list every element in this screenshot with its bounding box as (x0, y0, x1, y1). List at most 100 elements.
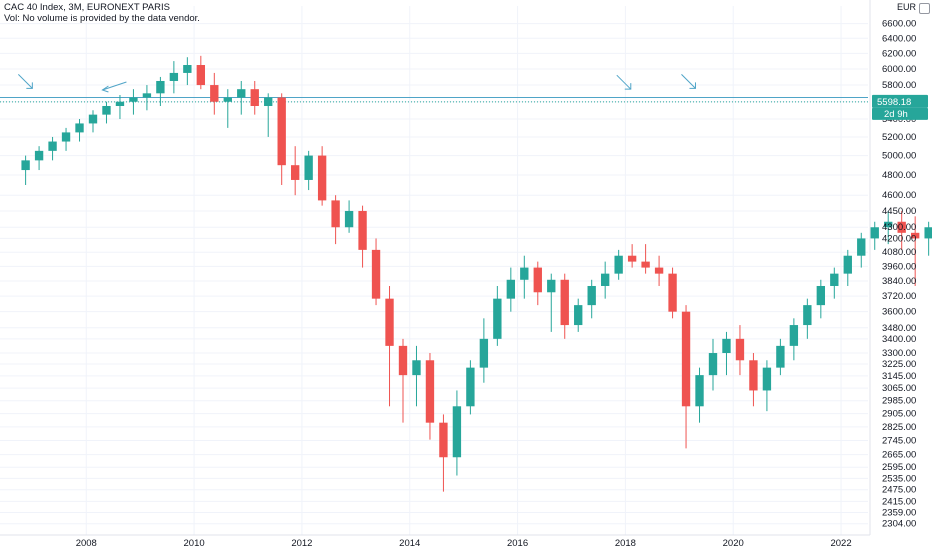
candles (21, 55, 932, 492)
arrow-shaft (17, 73, 33, 89)
arrow-head (26, 82, 33, 89)
candle-body (897, 221, 906, 233)
candle-body (358, 210, 367, 250)
price-tick-label: 3720.00 (882, 291, 916, 302)
price-tick-label: 6400.00 (882, 33, 916, 44)
candle-body (560, 279, 569, 326)
price-tick-label: 2359.00 (882, 508, 916, 519)
candle-body (816, 285, 826, 306)
price-tick-label: 3400.00 (882, 334, 916, 345)
candle-body (61, 132, 71, 142)
candle-body (641, 261, 650, 268)
candle-body (857, 238, 866, 256)
candle-body (88, 114, 98, 124)
candle-body (304, 155, 313, 180)
arrow-shaft (681, 73, 696, 89)
candle-body (21, 160, 30, 171)
arrow-shaft (616, 74, 632, 90)
candle-body (506, 279, 516, 299)
candle-body (75, 123, 84, 133)
time-tick-label: 2020 (723, 538, 744, 549)
volume-note: Vol: No volume is provided by the data v… (4, 13, 200, 24)
candle-body (614, 255, 623, 274)
candle-body (924, 227, 932, 239)
price-tick-label: 2905.00 (882, 409, 916, 420)
candle-body (533, 267, 542, 293)
price-tick-label: 2825.00 (882, 422, 916, 433)
candle-body (574, 305, 583, 326)
candle-body (371, 249, 381, 299)
price-tick-label: 2415.00 (882, 496, 916, 507)
price-tick-label: 2595.00 (882, 462, 916, 473)
scale-settings-icon[interactable] (919, 3, 930, 14)
candle-body (48, 141, 57, 151)
candle-body (803, 305, 812, 326)
time-tick-label: 2012 (291, 538, 312, 549)
price-tick-label: 3300.00 (882, 348, 916, 359)
candle-body (479, 338, 489, 368)
candle-body (722, 338, 731, 354)
candle-body (142, 93, 152, 98)
candle-body (129, 97, 138, 102)
candle-body (277, 97, 286, 166)
candle-body (910, 232, 920, 239)
candle-body (237, 89, 246, 98)
candle-body (223, 97, 232, 102)
candle-body (425, 360, 435, 423)
candle-body (681, 311, 691, 407)
candle-body (735, 338, 745, 361)
price-tick-label: 2745.00 (882, 436, 916, 447)
arrow-head (624, 83, 632, 90)
candle-body (250, 89, 259, 106)
candle-body (115, 101, 125, 106)
time-tick-label: 2010 (184, 538, 205, 549)
last-price-badge (872, 94, 928, 108)
price-axis[interactable]: 6600.006400.006200.006000.005800.005600.… (869, 0, 916, 535)
price-tick-label: 3600.00 (882, 307, 916, 318)
candle-body (654, 267, 664, 274)
price-tick-label: 2665.00 (882, 450, 916, 461)
candle-body (264, 97, 273, 106)
candle-body (627, 255, 637, 262)
price-tick-label: 4200.00 (882, 233, 916, 244)
candle-body (398, 345, 408, 376)
candle-body (600, 273, 610, 286)
candle-body (520, 267, 529, 280)
bar-timer-badge (872, 107, 928, 120)
price-tick-label: 2475.00 (882, 485, 916, 496)
candle-body (34, 150, 44, 161)
time-tick-label: 2014 (399, 538, 420, 549)
arrow-shaft (102, 81, 127, 91)
price-tick-label: 3480.00 (882, 323, 916, 334)
chart-title: CAC 40 Index, 3M, EURONEXT PARIS (4, 2, 170, 13)
candle-body (331, 200, 340, 228)
price-tick-label: 5000.00 (882, 151, 916, 162)
arrow-annotation (101, 81, 127, 93)
price-tick-label: 3840.00 (882, 276, 916, 287)
candle-body (412, 360, 421, 376)
price-tick-label: 2304.00 (882, 519, 916, 530)
time-axis[interactable]: 2008 2010 2012 2014 2016 2018 2020 2022 (0, 534, 870, 549)
candle-body (708, 353, 718, 376)
candle-body (884, 221, 893, 228)
price-tick-label: 3065.00 (882, 383, 916, 394)
price-tick-label: 4080.00 (882, 247, 916, 258)
candle-body (776, 345, 785, 368)
price-tick-label: 3960.00 (882, 261, 916, 272)
arrow-head (101, 85, 109, 93)
arrow-annotation (17, 73, 33, 89)
price-tick-label: 4450.00 (882, 206, 916, 217)
last-price-value: 5598.18 (877, 97, 911, 108)
candle-body (668, 273, 677, 312)
time-tick-label: 2016 (507, 538, 528, 549)
candle-body (102, 105, 111, 115)
price-tick-label: 6000.00 (882, 64, 916, 75)
candle-body (344, 210, 354, 228)
price-tick-label: 6600.00 (882, 19, 916, 30)
candle-body (587, 285, 596, 306)
candle-body (749, 360, 758, 391)
grid (0, 6, 868, 535)
price-tick-label: 5800.00 (882, 80, 916, 91)
